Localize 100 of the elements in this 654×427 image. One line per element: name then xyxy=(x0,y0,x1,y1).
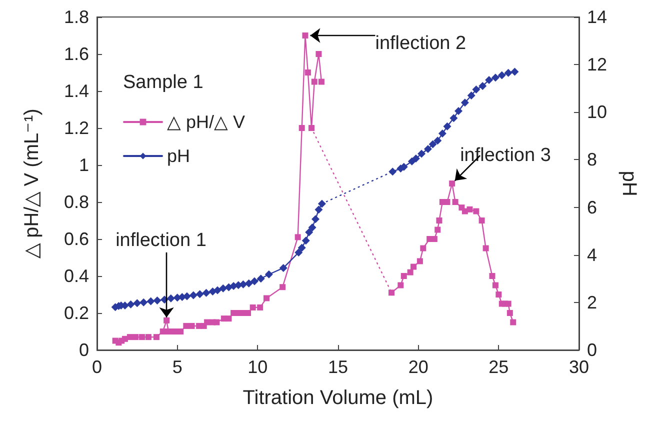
point xyxy=(230,310,237,316)
legend-label: △ pH/△ V xyxy=(167,112,246,132)
annotation: inflection 2 xyxy=(375,33,466,54)
point xyxy=(410,264,417,270)
x-tick-label: 10 xyxy=(248,357,268,377)
point xyxy=(398,282,404,288)
legend-title: Sample 1 xyxy=(123,72,204,93)
point xyxy=(188,322,195,329)
point xyxy=(314,206,323,214)
x-tick-label: 15 xyxy=(328,357,348,377)
point xyxy=(318,200,326,208)
point xyxy=(305,228,314,236)
y2-tick-label: 14 xyxy=(587,7,608,27)
point xyxy=(298,125,305,131)
point xyxy=(482,245,489,252)
point xyxy=(264,295,270,302)
point xyxy=(460,98,469,107)
y-tick-label: 0.6 xyxy=(64,229,89,249)
point xyxy=(489,273,496,279)
point xyxy=(214,286,222,294)
point xyxy=(452,199,458,205)
y-tick-label: 1.6 xyxy=(64,44,89,64)
point xyxy=(140,298,148,306)
point xyxy=(434,136,442,145)
point xyxy=(226,316,232,322)
x-tick-label: 25 xyxy=(488,357,509,377)
point xyxy=(308,125,314,131)
point xyxy=(239,280,248,288)
point xyxy=(312,215,320,224)
point xyxy=(412,154,420,163)
x-tick-label: 5 xyxy=(172,357,182,377)
point xyxy=(318,78,324,85)
point xyxy=(126,334,133,340)
point xyxy=(443,122,452,130)
y2-axis-title: pH xyxy=(618,170,640,196)
point xyxy=(450,114,458,122)
point xyxy=(302,32,308,38)
point xyxy=(418,150,426,158)
point xyxy=(257,304,264,310)
y2-tick-label: 10 xyxy=(587,102,608,122)
point xyxy=(416,258,423,264)
point xyxy=(478,82,487,90)
y-tick-label: 0 xyxy=(78,340,89,360)
point xyxy=(204,319,210,326)
point xyxy=(256,274,265,283)
y-tick-label: 1.2 xyxy=(64,118,89,138)
point xyxy=(492,282,498,288)
point xyxy=(250,277,258,286)
point xyxy=(214,319,220,326)
point xyxy=(279,264,288,272)
y-tick-label: 0.2 xyxy=(64,303,89,323)
point xyxy=(145,334,152,340)
point xyxy=(407,269,414,276)
x-tick-label: 20 xyxy=(408,357,428,377)
point xyxy=(434,226,441,233)
point xyxy=(132,334,139,340)
x-tick-label: 30 xyxy=(568,357,590,377)
point xyxy=(466,206,473,212)
y-tick-label: 1.8 xyxy=(64,7,89,27)
point xyxy=(304,70,311,76)
point xyxy=(280,284,286,290)
point xyxy=(219,284,228,292)
point xyxy=(146,297,155,306)
point xyxy=(244,279,253,288)
point xyxy=(202,288,210,297)
y2-tick-label: 6 xyxy=(587,197,598,218)
point xyxy=(164,317,170,324)
point xyxy=(388,168,397,176)
x-axis-title: Titration Volume (mL) xyxy=(242,387,434,409)
x-tick-label: 0 xyxy=(92,357,102,377)
y2-tick-label: 2 xyxy=(587,292,598,312)
point xyxy=(133,299,142,308)
point xyxy=(294,248,303,256)
point xyxy=(126,300,135,308)
point xyxy=(183,322,190,329)
point xyxy=(498,71,506,80)
legend-label: pH xyxy=(167,146,190,166)
point xyxy=(316,51,322,57)
y-tick-label: 1 xyxy=(78,155,89,175)
point xyxy=(424,145,432,154)
point xyxy=(510,68,519,76)
point xyxy=(438,130,446,138)
point xyxy=(166,294,175,302)
point xyxy=(311,78,318,85)
point xyxy=(478,218,485,224)
point xyxy=(308,224,316,232)
point xyxy=(196,290,204,298)
y2-tick-label: 8 xyxy=(587,150,598,170)
y-tick-label: 1.4 xyxy=(64,81,89,101)
point xyxy=(473,208,480,214)
point xyxy=(510,319,516,326)
point xyxy=(138,334,145,340)
y-tick-label: 0.8 xyxy=(64,192,89,212)
point xyxy=(504,68,512,77)
y2-tick-label: 12 xyxy=(587,54,608,75)
point xyxy=(506,310,513,316)
point xyxy=(400,273,407,279)
point xyxy=(491,74,500,82)
point xyxy=(160,328,166,334)
y-axis-title: △ pH/△ V (mL⁻¹) xyxy=(21,108,43,258)
